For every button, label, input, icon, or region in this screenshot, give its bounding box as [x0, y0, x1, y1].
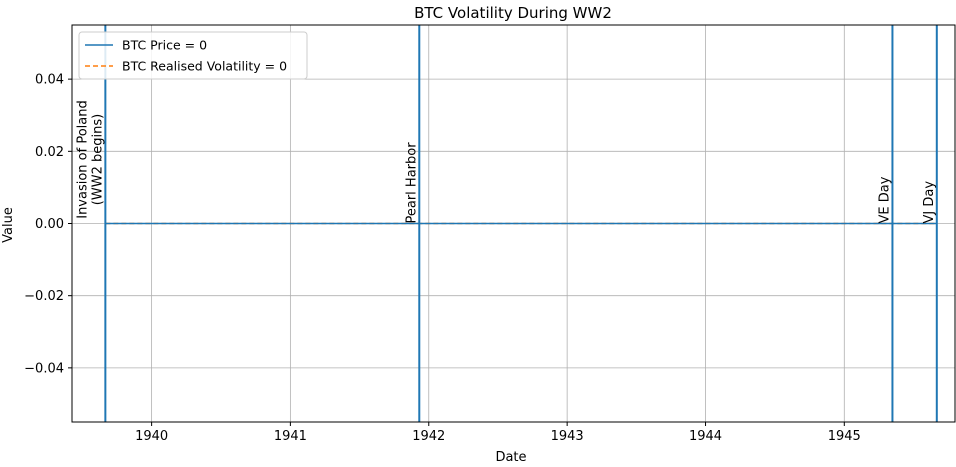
- event-label: Pearl Harbor: [404, 142, 419, 224]
- x-tick-label: 1944: [689, 429, 722, 444]
- y-tick-label: 0.00: [35, 217, 64, 232]
- x-tick-label: 1945: [828, 429, 861, 444]
- x-tick-label: 1943: [551, 429, 584, 444]
- x-tick-label: 1942: [412, 429, 445, 444]
- y-axis-label: Value: [1, 207, 16, 243]
- y-tick-label: 0.04: [35, 73, 64, 88]
- event-label: VJ Day: [922, 181, 937, 224]
- x-axis-label: Date: [495, 450, 526, 465]
- y-axis-ticks: 0.04 0.02 0.00 −0.02 −0.04: [24, 73, 72, 376]
- legend: BTC Price = 0 BTC Realised Volatility = 0: [78, 31, 308, 80]
- y-tick-label: 0.02: [35, 145, 64, 160]
- event-label: VE Day: [877, 176, 892, 223]
- chart-title: BTC Volatility During WW2: [414, 4, 612, 22]
- legend-label: BTC Price = 0: [122, 38, 207, 53]
- x-tick-label: 1941: [274, 429, 307, 444]
- x-tick-label: 1940: [135, 429, 168, 444]
- event-label: Invasion of Poland(WW2 begins): [75, 100, 105, 219]
- y-tick-label: −0.02: [24, 289, 64, 304]
- x-axis-ticks: 1940 1941 1942 1943 1944 1945: [135, 422, 861, 444]
- legend-label: BTC Realised Volatility = 0: [122, 59, 287, 74]
- legend-box: [78, 31, 308, 80]
- y-tick-label: −0.04: [24, 361, 64, 376]
- event-lines: Invasion of Poland(WW2 begins) Pearl Harb…: [75, 25, 938, 422]
